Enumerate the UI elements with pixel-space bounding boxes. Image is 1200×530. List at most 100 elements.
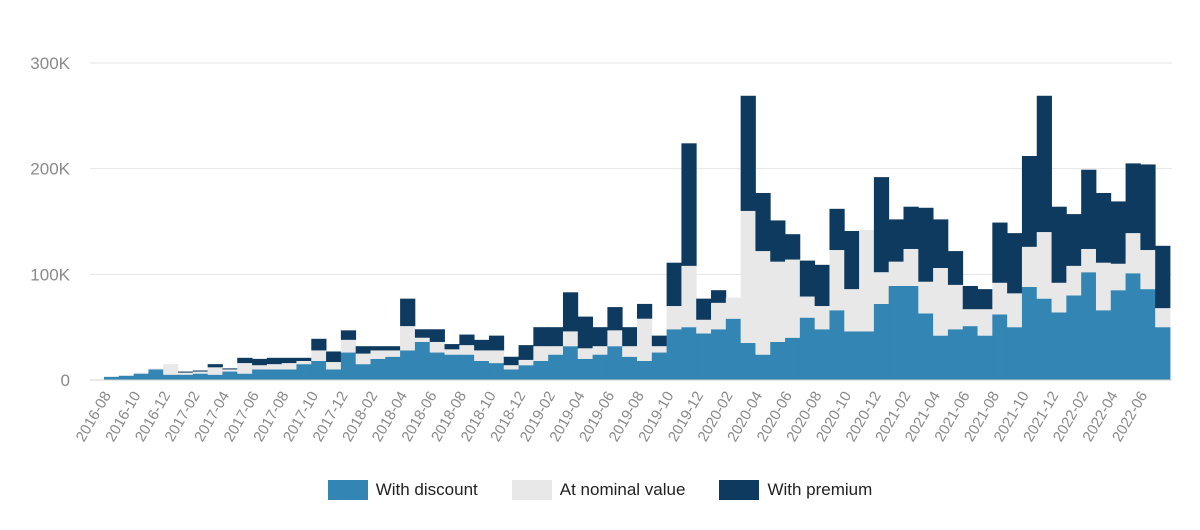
bar-segment	[1007, 233, 1023, 294]
legend-label-with-discount: With discount	[375, 480, 478, 499]
bar-segment	[562, 292, 579, 332]
bar-segment	[637, 303, 653, 319]
bar-segment	[1110, 263, 1126, 291]
bar-segment	[459, 345, 475, 355]
bar-segment	[222, 369, 238, 372]
bar-segment	[592, 354, 608, 380]
bar-segment	[163, 374, 179, 380]
bar-segment	[1125, 273, 1141, 380]
bar-segment	[888, 261, 904, 286]
bar-segment	[518, 345, 534, 360]
bar-segment	[400, 350, 416, 380]
bar-segment	[947, 329, 964, 380]
y-tick-label: 200K	[30, 160, 70, 179]
bar-segment	[666, 262, 682, 307]
bar-segment	[637, 360, 653, 380]
bar-segment	[444, 344, 460, 350]
bar-segment	[1036, 232, 1052, 299]
bar-segment	[1140, 250, 1156, 290]
bar-segment	[785, 234, 801, 260]
bar-segment	[859, 229, 875, 332]
legend-item-with-premium[interactable]: With premium	[719, 480, 872, 500]
bar-segment	[1066, 265, 1082, 296]
bar-segment	[178, 372, 194, 375]
legend-swatch-with-discount	[327, 480, 368, 500]
bar-segment	[414, 329, 431, 338]
bar-segment	[740, 343, 756, 380]
bar-segment	[296, 360, 312, 365]
bar-segment	[859, 331, 875, 380]
bar-segment	[829, 310, 845, 380]
bar-segment	[1021, 155, 1038, 247]
bar-segment	[192, 370, 209, 372]
bar-segment	[696, 319, 712, 334]
bar-segment	[962, 285, 978, 310]
bar-segment	[533, 360, 549, 380]
bar-segment	[711, 302, 727, 330]
bar-segment	[696, 333, 712, 380]
bar-segment	[311, 350, 327, 361]
legend: With discount At nominal value With prem…	[0, 480, 1200, 500]
bar-segment	[207, 374, 223, 380]
bar-segment	[977, 335, 993, 380]
bar-segment	[651, 346, 668, 353]
bar-segment	[385, 356, 401, 380]
bar-segment	[785, 337, 801, 380]
bar-segment	[799, 296, 816, 318]
legend-item-with-discount[interactable]: With discount	[327, 480, 478, 500]
bar-segment	[1095, 262, 1112, 311]
bar-segment	[207, 364, 223, 368]
bar-segment	[326, 369, 342, 380]
bar-segment	[770, 261, 786, 342]
bar-segment	[933, 219, 949, 268]
bar-segment	[592, 327, 608, 347]
bar-segment	[1095, 192, 1112, 263]
bar-segment	[933, 267, 949, 336]
bar-segment	[977, 289, 993, 310]
bar-segment	[577, 348, 593, 359]
bar-segment	[873, 272, 890, 304]
bar-segment	[429, 329, 445, 342]
bar-segment	[355, 346, 371, 354]
legend-item-at-nominal-value[interactable]: At nominal value	[511, 480, 685, 500]
bar-segment	[1007, 293, 1023, 328]
bar-segment	[237, 363, 253, 374]
bar-segment	[474, 350, 490, 361]
bar-segment	[622, 356, 638, 380]
bar-segment	[577, 358, 593, 380]
bar-segment	[133, 372, 149, 374]
bar-segment	[192, 371, 209, 374]
bar-segment	[163, 364, 179, 375]
bar-segment	[562, 331, 579, 347]
bar-segment	[296, 357, 312, 361]
bar-segment	[992, 222, 1008, 283]
bar-segment	[1081, 248, 1097, 273]
bar-segment	[488, 335, 505, 351]
bar-segment	[681, 143, 697, 266]
bar-segment	[385, 350, 401, 357]
bar-segment	[252, 369, 268, 380]
bar-segment	[1021, 246, 1038, 288]
bar-segment	[918, 207, 934, 282]
bar-segment	[903, 206, 919, 249]
bar-segment	[444, 349, 460, 355]
bar-segment	[725, 318, 742, 380]
bar-segment	[266, 369, 283, 380]
bar-segment	[266, 357, 283, 365]
bar-segment	[414, 341, 431, 380]
bar-segment	[770, 220, 786, 262]
y-tick-label: 100K	[30, 265, 70, 284]
bar-segment	[799, 260, 816, 297]
bar-segment	[681, 327, 697, 380]
bar-segment	[1036, 298, 1052, 380]
bar-segment	[1051, 312, 1067, 380]
bar-segment	[503, 365, 519, 370]
bar-segment	[311, 338, 327, 351]
bar-segment	[903, 285, 919, 380]
bar-segment	[711, 290, 727, 303]
bar-segment	[192, 373, 209, 380]
bar-segment	[947, 284, 964, 330]
bar-segment	[311, 360, 327, 380]
bar-segment	[548, 346, 564, 355]
bar-segment	[592, 346, 608, 355]
